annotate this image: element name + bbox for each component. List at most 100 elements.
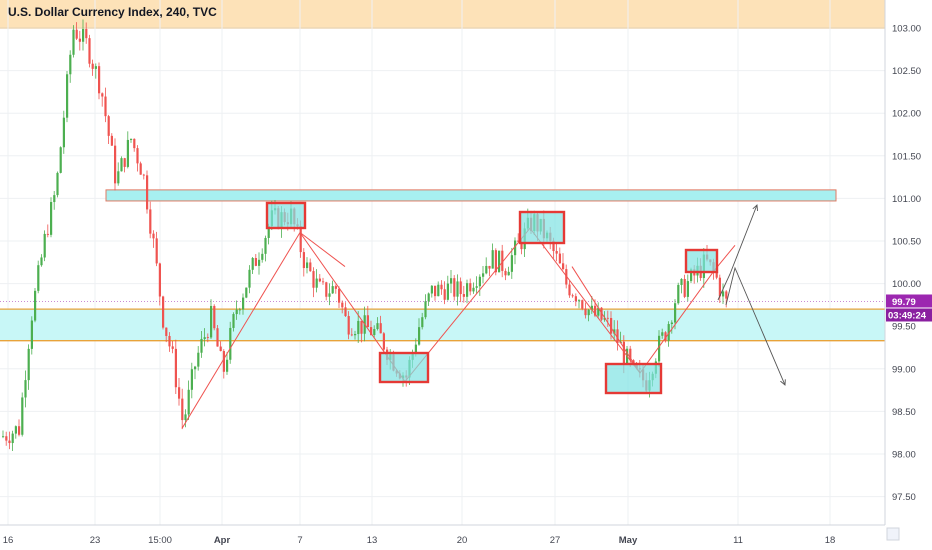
candle-body (325, 282, 328, 297)
candle-body (360, 320, 363, 334)
box-trough-2[interactable] (604, 362, 663, 395)
candle-body (126, 139, 129, 167)
candle-body (456, 281, 459, 297)
candle-body (24, 380, 27, 398)
candle-body (312, 271, 315, 288)
candle-body (149, 209, 152, 234)
candle-body (59, 147, 62, 173)
candle-body (466, 283, 469, 297)
candle-body (443, 289, 446, 300)
candle-body (248, 269, 251, 288)
candle-body (379, 323, 382, 334)
x-tick-label: 23 (90, 535, 101, 546)
candle-body (120, 158, 123, 172)
countdown-badge (886, 308, 932, 322)
candle-body (357, 320, 360, 335)
candle-body (174, 348, 177, 388)
candle-body (14, 426, 17, 434)
candle-body (424, 301, 427, 318)
candle-body (680, 278, 683, 285)
box-peak-3[interactable] (684, 248, 719, 274)
box-peak-2[interactable] (518, 210, 566, 245)
candle-body (40, 257, 43, 266)
candle-body (350, 334, 353, 336)
x-tick-label: 11 (733, 535, 743, 546)
y-tick-label: 97.50 (892, 492, 916, 503)
candle-body (117, 171, 120, 184)
candle-body (510, 255, 513, 272)
candle-body (94, 66, 97, 69)
candle-body (27, 348, 30, 381)
candle-body (261, 253, 264, 260)
candle-body (437, 284, 440, 297)
candle-body (430, 285, 433, 294)
candle-body (216, 328, 219, 347)
candle-body (235, 309, 238, 315)
candle-body (331, 286, 334, 294)
candle-body (178, 387, 181, 399)
candle-body (162, 296, 165, 328)
candle-body (203, 337, 206, 339)
candle-body (197, 352, 200, 367)
y-tick-label: 102.50 (892, 66, 921, 77)
box-peak-1[interactable] (265, 201, 307, 230)
resistance-zone (105, 189, 837, 202)
axis-settings-icon[interactable] (886, 527, 900, 541)
candle-body (344, 307, 347, 317)
candle-body (722, 291, 725, 297)
candle-body (232, 314, 235, 328)
candle-body (590, 305, 593, 310)
candle-body (2, 436, 5, 438)
candle-body (667, 324, 670, 341)
candle-body (34, 290, 37, 321)
x-tick-label: May (619, 535, 638, 546)
candle-body (8, 440, 11, 444)
candle-body (552, 240, 555, 252)
candle-body (238, 309, 241, 311)
candle-body (434, 285, 437, 297)
candle-body (597, 307, 600, 316)
candle-body (254, 258, 257, 266)
candle-body (318, 278, 321, 282)
candle-body (30, 320, 33, 349)
y-tick-label: 99.00 (892, 364, 916, 375)
candle-body (482, 273, 485, 277)
candle-body (485, 265, 488, 274)
candle-body (661, 332, 664, 336)
y-tick-label: 101.50 (892, 151, 921, 162)
candle-body (181, 398, 184, 421)
candle-body (43, 233, 46, 258)
candle-body (674, 303, 677, 323)
trend-line-b (571, 266, 641, 374)
candle-body (322, 281, 325, 283)
candle-body (210, 305, 213, 338)
x-tick-label: 27 (550, 535, 561, 546)
candle-body (427, 293, 430, 302)
candle-body (206, 337, 209, 338)
x-tick-label: 20 (457, 535, 468, 546)
candle-body (610, 318, 613, 334)
y-tick-label: 101.00 (892, 194, 921, 205)
candle-body (520, 241, 523, 250)
candle-body (370, 327, 373, 335)
candle-body (606, 317, 609, 319)
candle-body (62, 117, 65, 148)
box-trough-1[interactable] (378, 351, 430, 384)
candle-body (222, 351, 225, 372)
candle-body (504, 270, 507, 276)
candle-body (366, 315, 369, 328)
candle-body (382, 333, 385, 350)
chart-title: U.S. Dollar Currency Index, 240, TVC (8, 5, 217, 19)
candle-body (114, 145, 117, 184)
candle-body (555, 251, 558, 254)
candle-body (98, 66, 101, 94)
candle-body (258, 259, 261, 266)
projection-arrow-up (717, 205, 757, 301)
candle-body (245, 287, 248, 298)
candle-body (78, 38, 81, 42)
candle-body (264, 237, 267, 254)
candle-body (613, 329, 616, 334)
candle-body (107, 116, 110, 136)
candle-body (658, 335, 661, 362)
